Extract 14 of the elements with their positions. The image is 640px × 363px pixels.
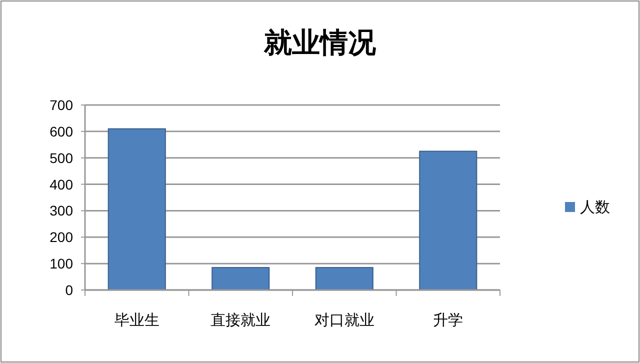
y-tick-label: 600 [50,123,74,140]
x-tick-label: 毕业生 [114,312,160,329]
y-tick-label: 400 [50,176,74,192]
y-tick-label: 500 [50,150,74,166]
x-tick-label: 直接就业 [210,312,271,329]
y-tick-label: 300 [50,202,74,219]
y-tick-label: 0 [65,282,74,298]
y-tick-label: 700 [50,97,74,113]
y-tick-label: 200 [50,229,74,246]
x-tick-label: 升学 [433,312,464,329]
x-tick-label: 对口就业 [314,312,374,329]
chart-title: 就业情况 [263,27,377,58]
legend-label: 人数 [580,199,610,216]
y-tick-label: 100 [50,256,74,272]
